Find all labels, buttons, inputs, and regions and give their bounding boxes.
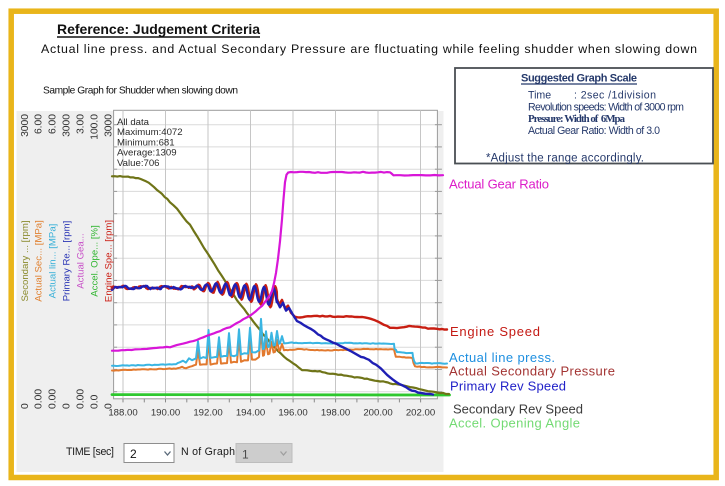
svg-text:Accel. Ope... [%]: Accel. Ope... [%] <box>90 225 101 296</box>
svg-text:Revolution speeds: Width of 30: Revolution speeds: Width of 3000 rpm <box>528 101 684 113</box>
svg-text:Suggested Graph Scale: Suggested Graph Scale <box>521 73 637 85</box>
svg-text:Maximum:4072: Maximum:4072 <box>117 127 183 138</box>
svg-text:6.00: 6.00 <box>34 114 45 134</box>
svg-text:6.00: 6.00 <box>48 114 59 134</box>
svg-text:Actual line press.: Actual line press. <box>449 350 555 365</box>
svg-text:2: 2 <box>130 447 137 461</box>
svg-text:192.00: 192.00 <box>193 408 222 419</box>
svg-text:194.00: 194.00 <box>236 408 265 419</box>
svg-text:Actual Sec... [MPa]: Actual Sec... [MPa] <box>34 220 45 302</box>
svg-text:Time: Time <box>528 90 551 102</box>
svg-text:: 2sec /1division: : 2sec /1division <box>574 90 656 102</box>
svg-text:0.00: 0.00 <box>48 389 59 409</box>
svg-text:Sample Graph for Shudder when: Sample Graph for Shudder when slowing do… <box>43 86 238 97</box>
svg-text:190.00: 190.00 <box>151 408 180 419</box>
svg-text:Value:706: Value:706 <box>117 158 160 169</box>
svg-text:200.00: 200.00 <box>363 408 392 419</box>
svg-text:0.00: 0.00 <box>76 389 87 409</box>
svg-text:N of Graph: N of Graph <box>181 446 235 458</box>
svg-text:Reference: Judgement Criteria: Reference: Judgement Criteria <box>57 21 260 37</box>
svg-text:Primary Rev Speed: Primary Rev Speed <box>450 379 566 394</box>
svg-text:Engine Spe... [rpm]: Engine Spe... [rpm] <box>104 220 115 302</box>
svg-text:0.0: 0.0 <box>90 394 101 409</box>
svg-text:0: 0 <box>104 403 115 409</box>
svg-text:Average:1309: Average:1309 <box>117 148 177 159</box>
svg-text:Actual line press. and Actual: Actual line press. and Actual Secondary … <box>41 42 697 56</box>
svg-text:0.00: 0.00 <box>34 389 45 409</box>
svg-text:0: 0 <box>61 403 72 409</box>
svg-text:Pressure: Width of 6Mpa: Pressure: Width of 6Mpa <box>528 113 626 125</box>
svg-text:*Adjust the range accordingly.: *Adjust the range accordingly. <box>486 153 644 165</box>
svg-text:Secondary ... [rpm]: Secondary ... [rpm] <box>20 220 31 301</box>
svg-text:Engine Speed: Engine Speed <box>450 324 540 339</box>
svg-text:Secondary Rev Speed: Secondary Rev Speed <box>453 402 583 417</box>
svg-text:Actual Gear Ratio: Actual Gear Ratio <box>449 177 549 192</box>
svg-text:3000: 3000 <box>61 114 72 137</box>
svg-text:1: 1 <box>242 448 249 462</box>
svg-text:Actual lin... [MPa]: Actual lin... [MPa] <box>48 224 59 299</box>
svg-text:Minimum:681: Minimum:681 <box>117 137 175 148</box>
svg-text:202.00: 202.00 <box>406 408 435 419</box>
svg-text:3.00: 3.00 <box>76 114 87 134</box>
svg-text:3000: 3000 <box>20 114 31 137</box>
svg-text:100.0: 100.0 <box>90 114 101 140</box>
svg-text:TIME [sec]: TIME [sec] <box>66 446 114 458</box>
svg-text:Actual Gea...: Actual Gea... <box>76 233 87 288</box>
svg-text:Primary Re... [rpm]: Primary Re... [rpm] <box>61 221 72 302</box>
svg-text:Accel. Opening Angle: Accel. Opening Angle <box>449 416 580 431</box>
svg-text:All data: All data <box>117 117 150 128</box>
svg-text:196.00: 196.00 <box>278 408 307 419</box>
svg-text:Actual Gear Ratio: Width of 3.: Actual Gear Ratio: Width of 3.0 <box>528 125 660 137</box>
svg-text:0: 0 <box>20 403 31 409</box>
svg-text:198.00: 198.00 <box>321 408 350 419</box>
svg-text:Actual Secondary Pressure: Actual Secondary Pressure <box>449 364 615 379</box>
svg-text:3000: 3000 <box>104 114 115 137</box>
svg-text:188.00: 188.00 <box>108 408 137 419</box>
